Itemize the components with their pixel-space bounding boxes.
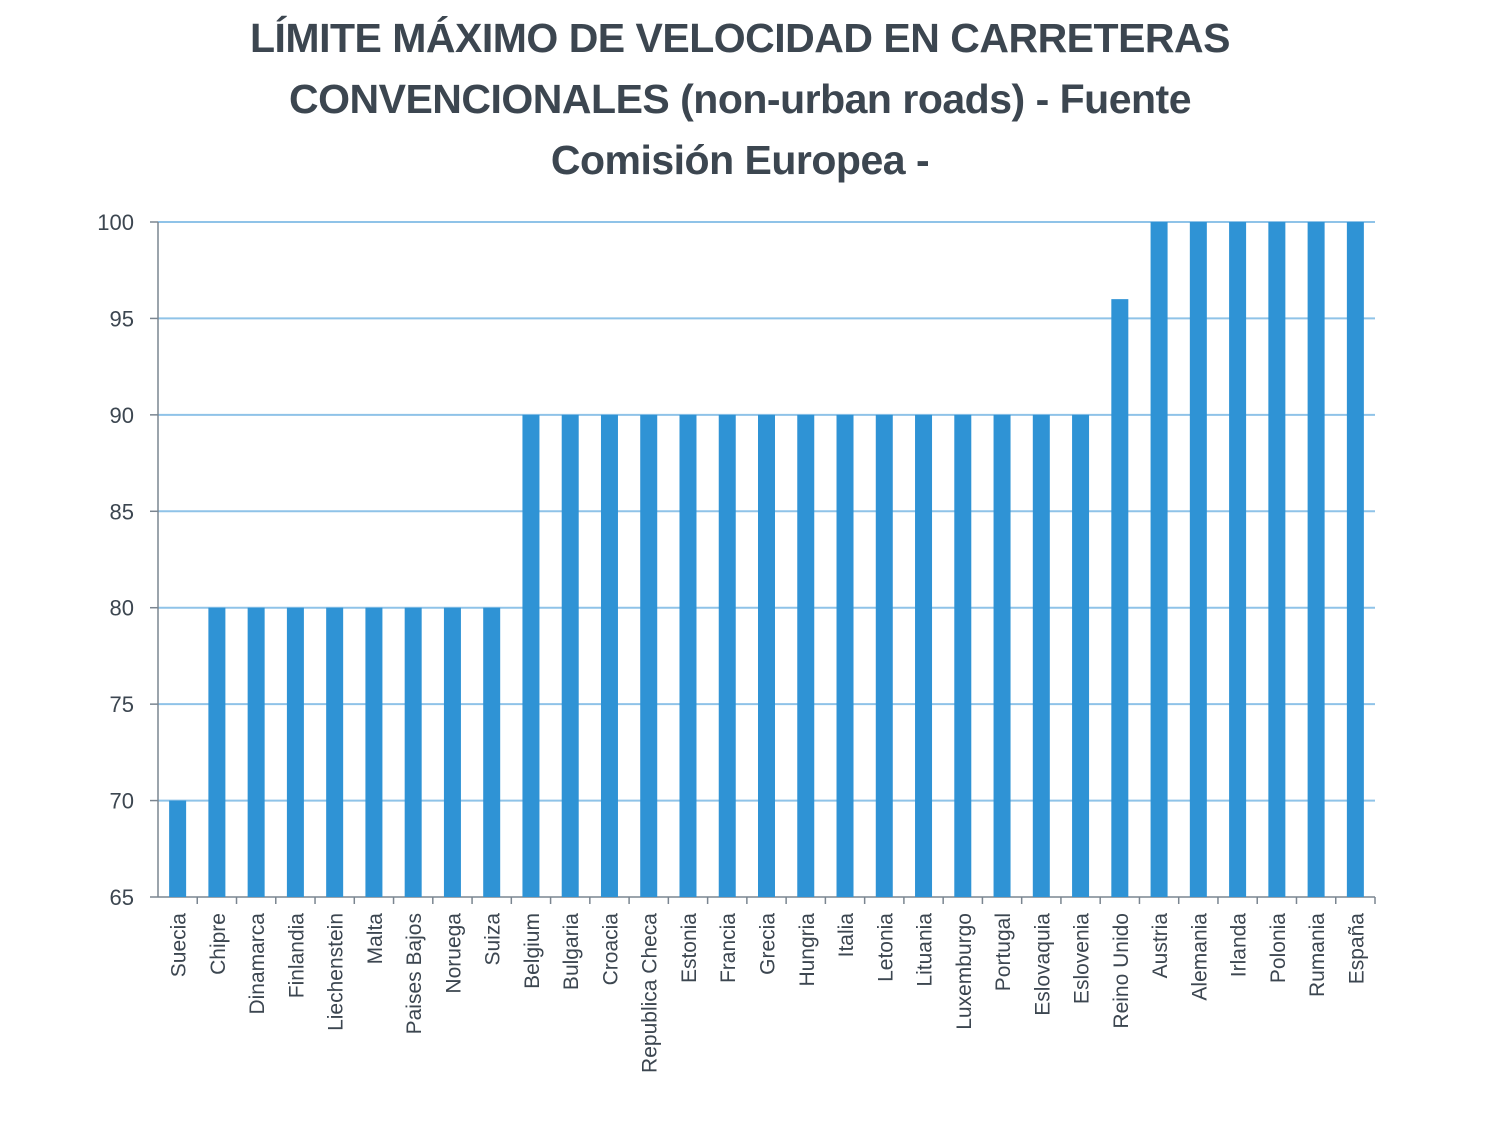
bar [1229,222,1247,897]
bar [640,414,658,897]
bar [875,414,893,897]
x-tick-label: Luxemburgo [953,913,976,1030]
bar [326,607,344,897]
x-tick-label: Eslovaquia [1031,913,1054,1016]
x-tick-label: Grecia [757,913,780,975]
bar [1189,222,1207,897]
y-tick-label: 85 [110,499,134,524]
y-tick-labels: 65 70 75 80 85 90 95 100 [97,210,134,910]
bar [169,800,187,897]
bar [993,414,1011,897]
bar [443,607,461,897]
x-tick-label: Francia [717,913,740,983]
bar [1111,299,1129,898]
bar [1268,222,1286,897]
x-tick-label: Suiza [482,913,505,966]
x-tick-label: Liechenstein [325,913,348,1031]
y-tick-label: 75 [110,692,134,717]
x-tick-label: Dinamarca [246,913,269,1015]
x-tick-label: Portugal [992,913,1015,991]
bar [679,414,697,897]
x-tick-label: Rumania [1306,913,1329,997]
x-tick-label: Belgium [521,913,544,989]
bar [522,414,540,897]
x-tick-label: Suecia [168,913,191,978]
bar [365,607,383,897]
bar [286,607,304,897]
y-tick-label: 70 [110,789,134,814]
chart-title-line-1: LÍMITE MÁXIMO DE VELOCIDAD EN CARRETERAS [250,15,1230,61]
x-tick-label: Croacia [599,913,622,986]
x-tick-label: Chipre [207,913,230,975]
y-tick-label: 95 [110,306,134,331]
y-tick-label: 100 [97,210,134,235]
bar [1032,414,1050,897]
bars [169,222,1364,898]
x-tick-label: Polonia [1267,913,1290,983]
x-tick-label: Lituania [914,913,937,987]
chart-title: LÍMITE MÁXIMO DE VELOCIDAD EN CARRETERAS… [150,8,1330,191]
x-tick-label: Eslovenia [1071,913,1094,1004]
x-tick-label: Bulgaria [560,913,583,990]
x-tick-label: Paises Bajos [403,913,426,1034]
x-tick-label: Italia [835,913,858,958]
x-tick-label: Austria [1149,913,1172,979]
bar [718,414,736,897]
bar [561,414,579,897]
x-tick-label: Noruega [442,913,465,994]
bar [1307,222,1325,897]
bar [247,607,265,897]
x-tick-label: España [1345,913,1368,985]
chart-title-line-2: CONVENCIONALES (non-urban roads) - Fuent… [289,76,1192,122]
x-tick-label: Estonia [678,913,701,983]
y-tick-label: 65 [110,885,134,910]
bar [483,607,501,897]
y-tick-label: 80 [110,596,134,621]
x-tick-label: Reino Unido [1110,913,1133,1029]
bar [1150,222,1168,897]
x-tick-label: Finlandia [285,913,308,999]
bar [1346,222,1364,897]
x-tick-label: Letonia [874,913,897,982]
bar [954,414,972,897]
bar [915,414,933,897]
bar [208,607,226,897]
bar [1072,414,1090,897]
x-tick-labels: Suecia Chipre Dinamarca Finlandia Liechenste… [168,913,1369,1073]
bar [404,607,422,897]
x-tick-label: Alemania [1188,913,1211,1001]
bar [836,414,854,897]
chart-title-line-3: Comisión Europea - [550,137,930,183]
bar [600,414,618,897]
x-tick-label: Malta [364,913,387,965]
bar [797,414,815,897]
bar [758,414,775,897]
x-tick-label: Republica Checa [639,913,662,1073]
y-tick-label: 90 [110,403,134,428]
x-tick-label: Irlanda [1228,913,1251,978]
x-tick-label: Hungria [796,913,819,987]
